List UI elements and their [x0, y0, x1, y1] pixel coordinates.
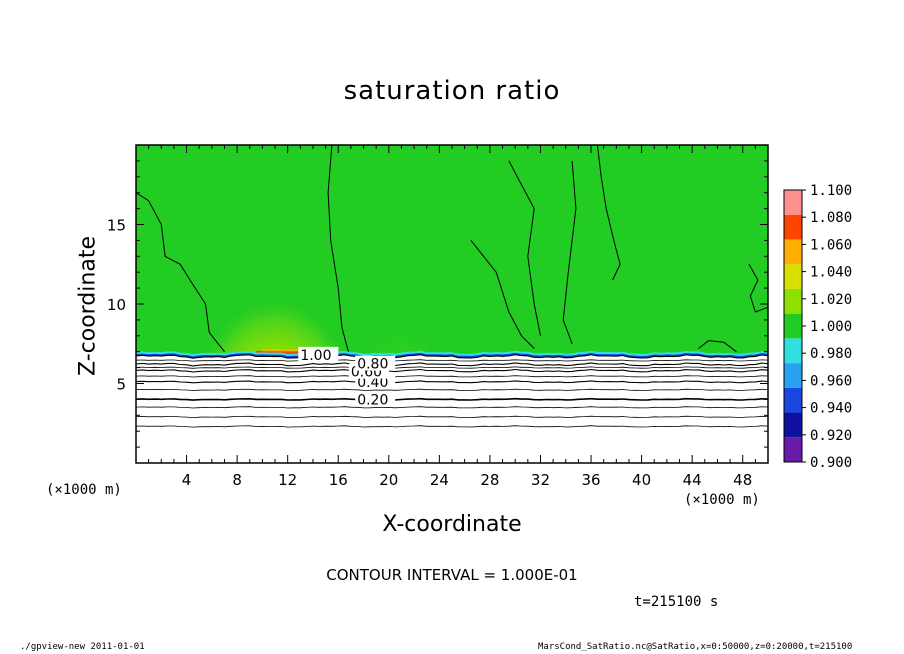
colorbar-bin	[784, 288, 802, 314]
colorbar-label: 1.040	[810, 265, 852, 281]
contour-label-bg	[355, 391, 396, 407]
saturation-field	[136, 145, 768, 463]
contour-label: 0.40	[357, 375, 388, 391]
contour-line	[596, 145, 621, 281]
footer-source: MarsCond_SatRatio.nc@SatRatio,x=0:50000,…	[538, 642, 853, 652]
contour-line	[136, 366, 768, 369]
colorbar-bin	[784, 363, 802, 388]
colorbar-bin	[784, 412, 802, 438]
colorbar-bin	[784, 387, 802, 413]
supersaturated-strip	[256, 350, 313, 355]
colorbar-bin	[784, 437, 802, 462]
x-tick-label: 36	[581, 471, 600, 489]
contour-label: 0.20	[357, 392, 388, 408]
contour-line	[327, 145, 349, 352]
colorbar-label: 0.980	[810, 346, 852, 362]
colorbar-label: 0.900	[810, 455, 852, 471]
contour-line	[508, 160, 541, 336]
colorbar-label: 1.020	[810, 292, 852, 308]
contour-line	[136, 354, 768, 359]
x-tick-label: 28	[480, 471, 499, 489]
contour-label: 0.80	[357, 357, 388, 373]
contour-label-bg	[355, 355, 396, 371]
time-label: t=215100 s	[634, 594, 719, 610]
contour-line	[562, 160, 577, 344]
contour-label: 1.00	[300, 348, 331, 364]
colorbar-bin	[784, 338, 802, 364]
x-tick-label: 24	[430, 471, 449, 489]
colorbar-label: 1.060	[810, 237, 852, 253]
chart-title: saturation ratio	[343, 76, 561, 106]
colorbar-label: 1.080	[810, 210, 852, 226]
colorbar-label: 0.920	[810, 428, 852, 444]
footer-program: ./gpview-new 2011-01-01	[20, 642, 145, 652]
contour-line	[136, 425, 768, 428]
y-unit-label: (×1000 m)	[46, 482, 122, 498]
contour-line	[136, 397, 768, 401]
colorbar: 0.900 0.920 0.940 0.960 0.980 1.000 1.020 1.040…	[783, 183, 852, 471]
x-tick-label: 16	[329, 471, 348, 489]
x-tick-label: 12	[278, 471, 297, 489]
colorbar-bin	[784, 190, 802, 215]
x-tick-label: 20	[379, 471, 398, 489]
x-tick-label: 8	[232, 471, 242, 489]
x-tick-label: 4	[182, 471, 192, 489]
colorbar-bin	[784, 214, 802, 240]
contour-lines: 0.200.400.600.801.00	[136, 145, 768, 428]
contour-line	[136, 380, 768, 384]
colorbar-bin	[784, 264, 802, 289]
contour-interval-note: CONTOUR INTERVAL = 1.000E-01	[326, 566, 578, 584]
colorbar-label: 0.940	[810, 401, 852, 417]
x-unit-label: (×1000 m)	[684, 492, 760, 508]
y-tick-label: 5	[116, 376, 126, 394]
supersaturated-strip-core	[262, 349, 301, 352]
colorbar-bin	[784, 313, 802, 339]
contour-line	[698, 340, 737, 353]
contour-line	[136, 406, 768, 409]
x-tick-label: 44	[683, 471, 702, 489]
y-tick-label: 10	[107, 296, 126, 314]
x-tick-label: 48	[733, 471, 752, 489]
x-axis-label: X-coordinate	[382, 512, 522, 537]
y-tick-label: 15	[107, 217, 126, 235]
contour-line	[136, 359, 768, 362]
colorbar-label: 1.000	[810, 319, 852, 335]
contour-line	[470, 240, 535, 349]
x-tick-label: 40	[632, 471, 651, 489]
contour-line	[136, 368, 768, 373]
contour-line	[136, 362, 768, 367]
contour-line	[136, 192, 225, 353]
contour-line	[748, 264, 768, 313]
contour-line	[136, 415, 768, 419]
x-tick-label: 32	[531, 471, 550, 489]
colorbar-label: 1.100	[810, 183, 852, 199]
contour-label-bg	[298, 346, 339, 362]
contour-line	[136, 375, 768, 378]
colorbar-bin	[784, 239, 802, 265]
contour-line	[136, 388, 768, 391]
colorbar-label: 0.960	[810, 373, 852, 389]
